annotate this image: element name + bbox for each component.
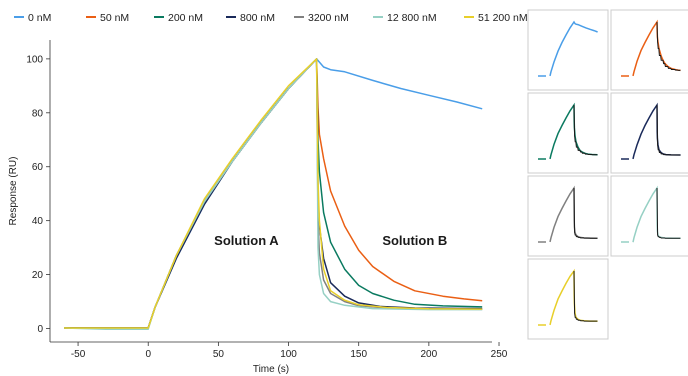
y-tick-label: 100 — [26, 54, 43, 65]
small-panel-7 — [527, 258, 609, 340]
series-line-3 — [64, 58, 483, 329]
y-tick-label: 60 — [32, 162, 44, 173]
legend-entry-label: 12 800 nM — [387, 12, 437, 24]
main-plot: 0 20 40 60 80 100 -50 0 50 100 150 200 250 Solution … — [8, 40, 508, 375]
series-lines — [63, 58, 483, 331]
legend: 0 nM 50 nM 200 nM 800 nM 3200 nM 12 800 nM 51 … — [14, 12, 528, 24]
small-series-line — [549, 20, 598, 77]
x-tick-label: 200 — [421, 349, 438, 360]
series-line-1 — [64, 58, 483, 329]
small-panel-4 — [610, 92, 688, 174]
legend-entry-label: 3200 nM — [308, 12, 349, 24]
small-multiples-panel — [527, 9, 688, 340]
y-tick-label: 80 — [32, 108, 44, 119]
small-fit-line — [573, 104, 598, 156]
legend-entry-label: 800 nM — [240, 12, 275, 24]
legend-entry-label: 0 nM — [28, 12, 51, 24]
x-tick-label: 150 — [350, 349, 367, 360]
y-tick-label: 40 — [32, 216, 44, 227]
small-panel-5 — [527, 175, 609, 257]
x-tick-label: 100 — [280, 349, 297, 360]
small-fit-line — [656, 21, 681, 71]
legend-entry-label: 51 200 nM — [478, 12, 528, 24]
x-tick-label: 0 — [145, 349, 151, 360]
x-axis-label: Time (s) — [253, 364, 289, 375]
annotation-solution-b: Solution B — [382, 233, 447, 248]
small-fit-line — [573, 270, 598, 322]
x-tick-label: 50 — [213, 349, 225, 360]
series-line-5 — [64, 58, 483, 329]
x-tick-label: -50 — [71, 349, 86, 360]
series-line-4 — [64, 58, 483, 329]
series-line-7 — [64, 58, 483, 329]
series-line-6 — [63, 58, 483, 331]
small-fit-line — [656, 104, 681, 156]
x-tick-label: 250 — [491, 349, 508, 360]
small-panel-1 — [527, 9, 609, 91]
small-fit-line — [656, 187, 681, 239]
axes: 0 20 40 60 80 100 -50 0 50 100 150 200 250 — [26, 40, 508, 360]
legend-entry-label: 50 nM — [100, 12, 129, 24]
small-fit-line — [573, 187, 598, 239]
series-line-2 — [64, 58, 483, 329]
annotation-solution-a: Solution A — [214, 233, 279, 248]
y-tick-label: 0 — [37, 324, 43, 335]
y-axis-label: Response (RU) — [8, 157, 19, 226]
small-panel-2 — [610, 9, 688, 91]
y-tick-label: 20 — [32, 270, 44, 281]
legend-entry-label: 200 nM — [168, 12, 203, 24]
small-panel-3 — [527, 92, 609, 174]
small-panel-6 — [610, 175, 688, 257]
